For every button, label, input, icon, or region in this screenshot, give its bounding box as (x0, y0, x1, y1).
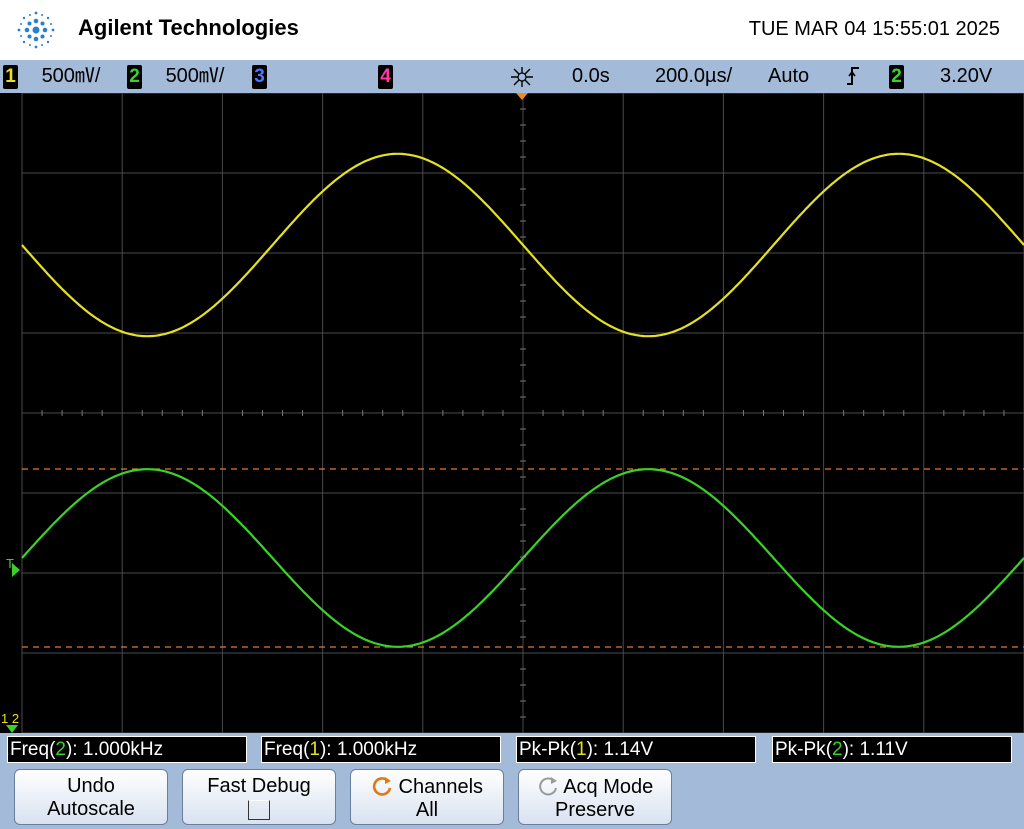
undo-autoscale-button[interactable]: Undo Autoscale (14, 769, 168, 825)
softkey-line1: Channels (399, 776, 484, 798)
trigger-source[interactable]: 2 (889, 64, 904, 89)
ch1-scale: 500㎷/ (42, 65, 101, 87)
measurement-freq-ch2[interactable]: Freq(2): 1.000kHz (7, 736, 247, 763)
softkey-line1: Fast Debug (207, 775, 310, 797)
measurement-pkpk-ch2[interactable]: Pk-Pk(2): 1.11V (772, 736, 1012, 763)
measurement-bar: Freq(2): 1.000kHz Freq(1): 1.000kHz Pk-P… (0, 733, 1024, 765)
softkey-bar: Undo Autoscale Fast Debug Channels All A… (0, 765, 1024, 829)
delay-value[interactable]: 0.0s (572, 64, 610, 89)
ch4-indicator[interactable]: 4 (378, 64, 393, 89)
checkbox-icon (183, 798, 335, 826)
ch3-number: 3 (252, 65, 267, 89)
meas-value: 1.11V (859, 739, 907, 760)
softkey-line1: Undo (67, 775, 115, 797)
meas-value: 1.14V (603, 739, 653, 760)
ch2-indicator[interactable]: 2 500㎷/ (127, 64, 225, 89)
meas-source: 1 (576, 739, 587, 760)
acq-mode-button[interactable]: Acq Mode Preserve (518, 769, 672, 825)
trigger-marker-label: T (6, 556, 14, 571)
ground-marker-icon: 1 2 (1, 711, 19, 733)
trigger-level[interactable]: 3.20V (940, 64, 992, 89)
rotate-knob-icon (537, 775, 559, 797)
softkey-line2: All (351, 799, 503, 822)
softkey-line2: Preserve (519, 799, 671, 822)
channels-all-button[interactable]: Channels All (350, 769, 504, 825)
brand-title: Agilent Technologies (78, 15, 299, 41)
meas-value: 1.000kHz (83, 739, 163, 760)
softkey-line1: Acq Mode (563, 776, 653, 798)
meas-source: 2 (832, 739, 843, 760)
agilent-logo-icon (10, 6, 62, 54)
meas-source: 2 (55, 739, 66, 760)
waveform-display[interactable]: T 1 2 (0, 93, 1024, 733)
meas-name: Freq (10, 739, 49, 760)
trigger-source-number: 2 (889, 65, 904, 89)
ch1-number: 1 (3, 65, 18, 89)
rotate-knob-icon (371, 775, 393, 797)
ch3-indicator[interactable]: 3 (252, 64, 267, 89)
trigger-mode[interactable]: Auto (768, 64, 809, 89)
measurement-freq-ch1[interactable]: Freq(1): 1.000kHz (261, 736, 501, 763)
datetime: TUE MAR 04 15:55:01 2025 (749, 18, 1000, 41)
meas-name: Pk-Pk (519, 739, 570, 760)
meas-source: 1 (309, 739, 320, 760)
meas-name: Freq (264, 739, 303, 760)
meas-name: Pk-Pk (775, 739, 826, 760)
ch2-scale: 500㎷/ (166, 65, 225, 87)
status-bar: 1 500㎷/ 2 500㎷/ 3 4 0.0s 200.0µs/ Auto 2… (0, 60, 1024, 93)
ch4-number: 4 (378, 65, 393, 89)
rising-edge-icon (846, 64, 860, 89)
waveform-graticule: T 1 2 (0, 93, 1024, 733)
header: Agilent Technologies TUE MAR 04 15:55:01… (0, 0, 1024, 60)
softkey-line2: Autoscale (15, 798, 167, 821)
measurement-pkpk-ch1[interactable]: Pk-Pk(1): 1.14V (516, 736, 756, 763)
graticule-grid (22, 93, 1024, 733)
trigger-position-marker-icon (516, 93, 528, 100)
trigger-position-icon (508, 65, 536, 90)
meas-value: 1.000kHz (337, 739, 417, 760)
fast-debug-button[interactable]: Fast Debug (182, 769, 336, 825)
ground-marker-label: 1 2 (1, 711, 19, 726)
ch2-number: 2 (127, 65, 142, 89)
timebase-value[interactable]: 200.0µs/ (655, 64, 732, 89)
ch1-indicator[interactable]: 1 500㎷/ (3, 64, 101, 89)
trigger-marker-icon: T (6, 556, 20, 577)
